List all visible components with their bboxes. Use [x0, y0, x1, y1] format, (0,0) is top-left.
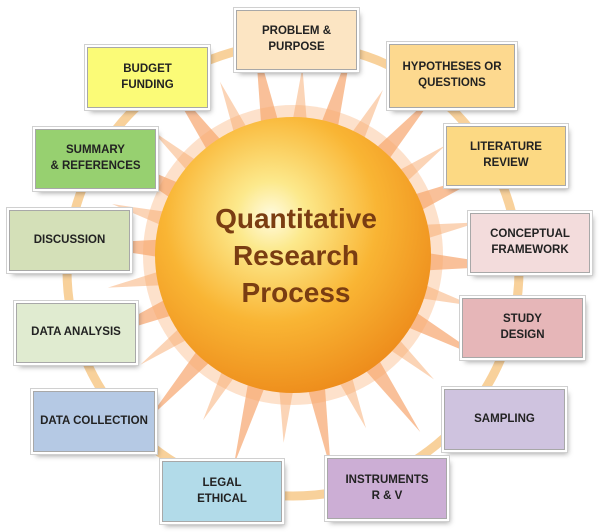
step-discussion: DISCUSSION: [9, 210, 130, 271]
step-data-collection: DATA COLLECTION: [33, 391, 155, 452]
step-instruments-rv: INSTRUMENTS R & V: [327, 458, 447, 519]
center-title-line-2: Research: [232, 240, 360, 271]
sun-ray: [303, 370, 331, 470]
step-sampling: SAMPLING: [444, 389, 565, 450]
sun-core: [155, 117, 431, 393]
step-legal-ethical: LEGAL ETHICAL: [162, 461, 282, 522]
sun-ray: [233, 367, 271, 465]
step-budget-funding: BUDGET FUNDING: [87, 47, 208, 108]
step-literature-review: LITERATURE REVIEW: [446, 126, 566, 186]
step-problem-purpose: PROBLEM & PURPOSE: [236, 10, 357, 70]
step-hypotheses-questions: HYPOTHESES OR QUESTIONS: [389, 44, 515, 108]
step-study-design: STUDY DESIGN: [462, 298, 583, 358]
step-data-analysis: DATA ANALYSIS: [16, 303, 136, 363]
center-title-line-1: Quantitative: [215, 203, 377, 234]
center-title: Quantitative Research Process: [164, 200, 428, 311]
step-conceptual-framework: CONCEPTUAL FRAMEWORK: [470, 213, 590, 273]
center-title-line-3: Process: [241, 277, 351, 308]
step-summary-references: SUMMARY & REFERENCES: [35, 129, 156, 189]
